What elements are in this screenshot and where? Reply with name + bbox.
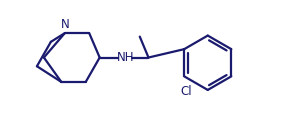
Text: NH: NH (117, 51, 134, 64)
Text: Cl: Cl (180, 85, 192, 98)
Text: N: N (60, 18, 69, 31)
